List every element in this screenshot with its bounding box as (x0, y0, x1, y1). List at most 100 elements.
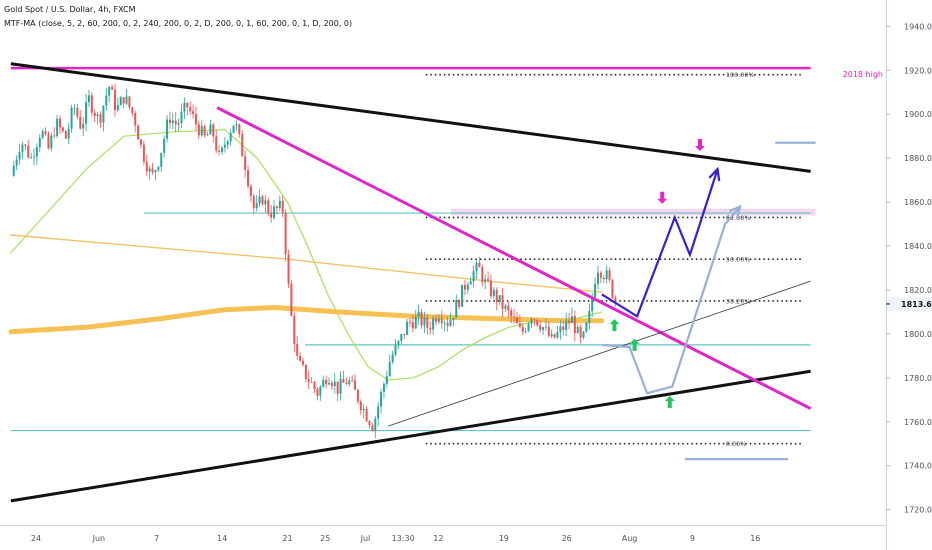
candle-body (82, 123, 85, 129)
candle-body (79, 116, 82, 129)
candle-body (504, 305, 507, 309)
candle-body (565, 320, 568, 330)
candle-body (281, 200, 284, 213)
y-tick-label: 1840.00 (904, 242, 932, 251)
candle-body (35, 147, 38, 157)
candle-body (157, 166, 160, 171)
candle-body (235, 124, 238, 126)
candle-body (562, 326, 565, 330)
candle-body (275, 206, 278, 209)
candle-body (484, 279, 487, 283)
candle-body (47, 133, 50, 149)
x-tick-label: 25 (320, 534, 330, 543)
candle-body (220, 147, 223, 153)
candle-body (568, 320, 571, 323)
candle-body (278, 200, 281, 209)
candle-body (426, 317, 429, 328)
candle-body (397, 340, 400, 346)
candle-body (105, 95, 108, 106)
candle-body (249, 186, 252, 196)
candle-body (614, 297, 617, 302)
magenta-trendline (216, 106, 812, 410)
candle-body (241, 133, 244, 157)
candle-body (229, 132, 232, 142)
candle-body (125, 96, 128, 104)
candle-body (472, 271, 475, 282)
candle-body (466, 284, 469, 290)
candle-body (380, 391, 383, 407)
fib-level-label: 100.00% (726, 71, 755, 79)
thin-rising-trendline (387, 280, 811, 427)
candle-body (183, 102, 186, 112)
primary-projection-arrowhead (708, 166, 721, 182)
candle-body (194, 114, 197, 125)
price-axis-panel[interactable] (886, 0, 932, 550)
candle-body (299, 355, 302, 361)
candle-body (449, 320, 452, 326)
candle-body (533, 319, 536, 321)
candle-body (394, 345, 397, 355)
candle-body (605, 270, 608, 280)
candle-body (21, 144, 24, 152)
indicator-legend: MTF-MA (close, 5, 2, 60, 200, 0, 2, 240,… (4, 19, 353, 28)
x-tick-label: 14 (217, 534, 227, 543)
y-tick-label: 1760.00 (904, 418, 932, 427)
green-up-arrow-icon (664, 395, 675, 408)
candle-body (180, 111, 183, 124)
candle-body (119, 97, 122, 105)
candle-body (166, 119, 169, 139)
candle-body (284, 212, 287, 255)
candle-body (385, 376, 388, 384)
candle-body (140, 139, 143, 145)
x-tick-label: Jul (360, 534, 371, 543)
candle-body (27, 145, 30, 158)
candle-body (339, 378, 342, 394)
alternative-projection-path (601, 205, 742, 395)
y-tick-label: 1880.00 (904, 154, 932, 163)
candle-body (197, 124, 200, 136)
x-tick-label: 16 (750, 534, 760, 543)
candle-body (310, 381, 313, 383)
candle-body (313, 382, 316, 389)
candle-body (443, 322, 446, 324)
y-tick-label: 1900.00 (904, 110, 932, 119)
y-tick-label: 1720.00 (904, 506, 932, 515)
candle-body (41, 131, 44, 138)
candle-body (327, 382, 330, 385)
candle-body (131, 107, 134, 114)
candle-body (455, 300, 458, 318)
candle-body (408, 321, 411, 323)
x-tick-label: 9 (690, 534, 695, 543)
x-tick-label: 19 (499, 534, 509, 543)
thick-ma-line (8, 305, 605, 335)
high-2018-label: 2018 high (843, 70, 883, 79)
candle-body (330, 382, 333, 387)
candle-body (411, 322, 414, 329)
candle-body (76, 107, 79, 117)
candle-body (489, 280, 492, 297)
candle-body (192, 111, 195, 115)
y-tick-label: 1800.00 (904, 330, 932, 339)
candle-body (391, 354, 394, 362)
green-up-arrow-icon (609, 319, 620, 332)
candle-body (287, 254, 290, 284)
candle-body (521, 326, 524, 332)
candle-body (435, 318, 438, 322)
candle-body (354, 380, 357, 390)
x-tick-label: 12 (433, 534, 443, 543)
candle-body (582, 331, 585, 338)
alternative-projection-arrowhead (728, 204, 742, 219)
y-tick-label: 1820.00 (904, 286, 932, 295)
candle-body (417, 311, 420, 317)
candle-body (342, 378, 345, 383)
candle-body (432, 318, 435, 330)
candle-body (576, 326, 579, 333)
last-price-label: 1813.63 (901, 300, 932, 309)
candle-body (374, 418, 377, 432)
candle-body (38, 137, 41, 148)
candle-body (32, 156, 35, 158)
candle-body (591, 297, 594, 312)
candle-body (524, 330, 527, 332)
candle-body (362, 408, 365, 411)
